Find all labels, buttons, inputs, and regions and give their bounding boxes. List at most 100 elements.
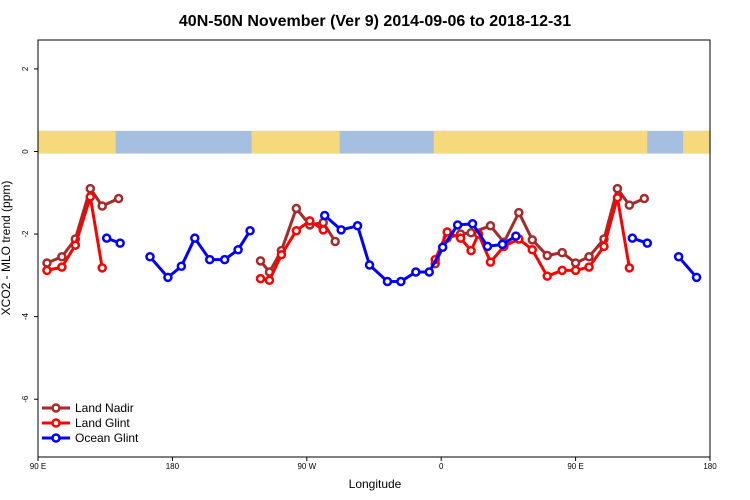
chart-title: 40N-50N November (Ver 9) 2014-09-06 to 2… xyxy=(179,13,571,30)
y-axis: 2 0 -2 -4 -6 xyxy=(21,66,38,403)
data-point xyxy=(411,267,421,277)
data-point xyxy=(452,220,463,230)
legend-marker xyxy=(51,433,61,443)
data-point xyxy=(42,258,52,268)
data-point xyxy=(115,238,125,248)
data-point xyxy=(467,218,478,229)
data-point xyxy=(455,233,466,243)
data-point xyxy=(291,203,302,214)
data-point xyxy=(542,271,552,281)
data-point xyxy=(255,256,266,266)
data-point xyxy=(233,244,243,255)
data-point xyxy=(627,233,638,243)
legend-marker xyxy=(51,403,61,413)
data-point xyxy=(57,262,67,272)
data-point xyxy=(527,235,538,245)
data-point xyxy=(424,267,435,277)
x-tick-label: 90 E xyxy=(30,462,46,471)
data-point xyxy=(624,263,635,273)
data-point xyxy=(624,200,635,210)
data-point xyxy=(291,225,302,236)
data-point xyxy=(190,233,200,243)
data-point xyxy=(352,221,363,231)
data-point xyxy=(639,193,650,204)
data-point xyxy=(466,245,476,256)
map-land xyxy=(433,130,648,154)
data-point xyxy=(364,260,375,270)
data-point xyxy=(57,252,67,262)
legend-marker xyxy=(51,418,61,428)
data-point xyxy=(382,276,393,287)
map-land xyxy=(38,130,116,154)
series-land-glint xyxy=(42,192,635,286)
data-point xyxy=(245,225,255,236)
map-land xyxy=(251,130,340,154)
data-point xyxy=(163,272,173,283)
data-point xyxy=(673,252,684,262)
y-tick-label: -6 xyxy=(21,395,30,403)
series-line xyxy=(433,187,645,265)
legend-label: Land Nadir xyxy=(75,401,134,415)
data-point xyxy=(442,227,452,237)
data-point xyxy=(70,240,81,250)
data-point xyxy=(497,239,508,250)
data-point xyxy=(219,254,230,265)
data-point xyxy=(176,261,187,272)
data-point xyxy=(691,272,702,283)
data-point xyxy=(557,247,567,258)
y-tick-label: 2 xyxy=(21,66,30,71)
data-point xyxy=(584,262,594,272)
legend-label: Ocean Glint xyxy=(75,431,139,445)
series-line xyxy=(148,229,252,279)
data-point xyxy=(612,183,623,194)
data-point xyxy=(101,233,112,243)
y-tick-label: -2 xyxy=(21,230,30,238)
series-ocean-glint xyxy=(101,210,702,287)
data-point xyxy=(485,257,496,267)
data-point xyxy=(485,221,496,231)
plot-frame xyxy=(37,39,711,458)
data-point xyxy=(336,225,346,235)
x-axis: 90 E 180 90 W 0 90 E 180 xyxy=(30,457,717,471)
data-point xyxy=(97,263,107,273)
data-point xyxy=(318,225,328,235)
series-line xyxy=(433,196,631,278)
data-point xyxy=(437,242,448,253)
map-land xyxy=(683,130,710,154)
data-point xyxy=(145,252,155,262)
data-point xyxy=(113,193,124,204)
data-point xyxy=(482,241,493,252)
x-tick-label: 0 xyxy=(439,462,444,471)
data-point xyxy=(42,265,52,276)
data-point xyxy=(511,231,521,241)
data-point xyxy=(396,276,406,287)
data-point xyxy=(276,249,287,260)
data-point xyxy=(584,252,594,262)
data-point xyxy=(305,216,315,226)
data-point xyxy=(612,192,623,203)
y-tick-label: 0 xyxy=(21,149,30,154)
data-point xyxy=(642,238,653,248)
x-axis-label: Longitude xyxy=(349,477,402,491)
series-layer xyxy=(42,183,702,287)
data-point xyxy=(255,273,266,284)
data-point xyxy=(264,275,275,286)
x-tick-label: 180 xyxy=(703,462,717,471)
data-point xyxy=(570,265,581,276)
legend-label: Land Glint xyxy=(75,416,130,430)
y-tick-label: -4 xyxy=(21,313,30,321)
data-point xyxy=(542,250,552,261)
data-point xyxy=(97,201,107,211)
x-tick-label: 90 W xyxy=(297,462,316,471)
data-point xyxy=(330,236,340,247)
data-point xyxy=(466,228,476,238)
map-strip xyxy=(38,130,710,154)
data-point xyxy=(319,210,330,221)
x-tick-label: 90 E xyxy=(567,462,583,471)
data-point xyxy=(570,258,581,268)
data-point xyxy=(527,244,538,255)
data-point xyxy=(85,192,96,202)
data-point xyxy=(204,254,215,265)
data-point xyxy=(514,207,524,218)
